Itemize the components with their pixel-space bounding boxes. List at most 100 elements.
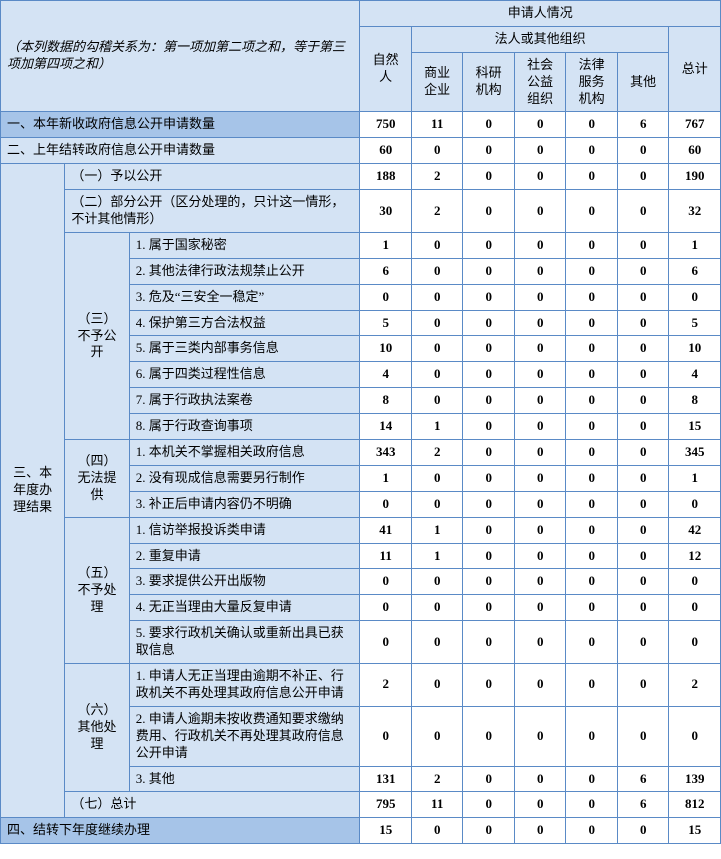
r3c6-v0: 4 [360, 362, 412, 388]
r3c7-v2: 0 [463, 388, 515, 414]
r3c5-v3: 0 [514, 336, 566, 362]
r3b-v3: 0 [514, 190, 566, 233]
r3e4-v6: 0 [669, 595, 721, 621]
r3a-v4: 0 [566, 164, 618, 190]
r4-label: 四、结转下年度继续办理 [1, 818, 360, 844]
r3d1-v3: 0 [514, 440, 566, 466]
r3c5-v1: 0 [411, 336, 463, 362]
r3c3-v0: 0 [360, 284, 412, 310]
hdr-legal-group: 法人或其他组织 [411, 26, 669, 52]
r3e4-v0: 0 [360, 595, 412, 621]
r3c2-v4: 0 [566, 258, 618, 284]
r3c8-v4: 0 [566, 414, 618, 440]
r3c7-v5: 0 [617, 388, 669, 414]
r2-v6: 60 [669, 138, 721, 164]
r3c3-label: 3. 危及“三安全一稳定” [129, 284, 360, 310]
r2-v2: 0 [463, 138, 515, 164]
r3d2-v0: 1 [360, 465, 412, 491]
r3c4-v2: 0 [463, 310, 515, 336]
r3f3-v5: 6 [617, 766, 669, 792]
r3c8-v2: 0 [463, 414, 515, 440]
hdr-total: 总计 [669, 26, 721, 112]
r3a-v1: 2 [411, 164, 463, 190]
r3a-label: （一）予以公开 [65, 164, 360, 190]
row-3d1: （四）无法提供 1. 本机关不掌握相关政府信息 34320000345 [1, 440, 721, 466]
r3c7-v4: 0 [566, 388, 618, 414]
r3e3-v4: 0 [566, 569, 618, 595]
r3d3-label: 3. 补正后申请内容仍不明确 [129, 491, 360, 517]
r3c6-label: 6. 属于四类过程性信息 [129, 362, 360, 388]
r3e2-label: 2. 重复申请 [129, 543, 360, 569]
r3d3-v5: 0 [617, 491, 669, 517]
r3c5-v0: 10 [360, 336, 412, 362]
r3e1-v3: 0 [514, 517, 566, 543]
r3c5-v5: 0 [617, 336, 669, 362]
r2-v0: 60 [360, 138, 412, 164]
r3c7-v6: 8 [669, 388, 721, 414]
row-3f1: （六）其他处理 1. 申请人无正当理由逾期不补正、行政机关不再处理其政府信息公开… [1, 664, 721, 707]
r3e2-v0: 11 [360, 543, 412, 569]
r3e4-label: 4. 无正当理由大量反复申请 [129, 595, 360, 621]
r3e4-v2: 0 [463, 595, 515, 621]
r3f2-v1: 0 [411, 706, 463, 766]
r3d2-v3: 0 [514, 465, 566, 491]
r3g-v5: 6 [617, 792, 669, 818]
r3e4-v5: 0 [617, 595, 669, 621]
r3-group: 三、本年度办理结果 [1, 164, 65, 818]
r3c2-v5: 0 [617, 258, 669, 284]
r3e3-v1: 0 [411, 569, 463, 595]
r3c3-v6: 0 [669, 284, 721, 310]
r3c2-v1: 0 [411, 258, 463, 284]
r3f2-v4: 0 [566, 706, 618, 766]
r4-v1: 0 [411, 818, 463, 844]
r3f1-v6: 2 [669, 664, 721, 707]
r2-v1: 0 [411, 138, 463, 164]
r3d2-v6: 1 [669, 465, 721, 491]
r3c2-v0: 6 [360, 258, 412, 284]
hdr-biz: 商业企业 [411, 52, 463, 112]
r3c6-v2: 0 [463, 362, 515, 388]
r3e1-v2: 0 [463, 517, 515, 543]
r2-v5: 0 [617, 138, 669, 164]
r1-v5: 6 [617, 112, 669, 138]
hdr-research: 科研机构 [463, 52, 515, 112]
r3c3-v2: 0 [463, 284, 515, 310]
r3c4-v4: 0 [566, 310, 618, 336]
r4-v0: 15 [360, 818, 412, 844]
row-2: 二、上年结转政府信息公开申请数量 60 0 0 0 0 0 60 [1, 138, 721, 164]
r3c4-v5: 0 [617, 310, 669, 336]
hdr-other: 其他 [617, 52, 669, 112]
r3f2-v5: 0 [617, 706, 669, 766]
r3g-label: （七）总计 [65, 792, 360, 818]
row-3a: 三、本年度办理结果 （一）予以公开 188 2 0 0 0 0 190 [1, 164, 721, 190]
r3e2-v6: 12 [669, 543, 721, 569]
r3c7-v0: 8 [360, 388, 412, 414]
r3c8-v1: 1 [411, 414, 463, 440]
r1-label: 一、本年新收政府信息公开申请数量 [1, 112, 360, 138]
r3e5-v3: 0 [514, 621, 566, 664]
r3c2-v3: 0 [514, 258, 566, 284]
r3f-group: （六）其他处理 [65, 664, 129, 792]
r3e1-label: 1. 信访举报投诉类申请 [129, 517, 360, 543]
r3e1-v1: 1 [411, 517, 463, 543]
r3e4-v1: 0 [411, 595, 463, 621]
r3f2-v3: 0 [514, 706, 566, 766]
r3c1-v1: 0 [411, 232, 463, 258]
r3f2-v0: 0 [360, 706, 412, 766]
r3c6-v1: 0 [411, 362, 463, 388]
r3f1-v1: 0 [411, 664, 463, 707]
r4-v5: 0 [617, 818, 669, 844]
r3e1-v5: 0 [617, 517, 669, 543]
r3e5-v2: 0 [463, 621, 515, 664]
r3g-v1: 11 [411, 792, 463, 818]
r3a-v3: 0 [514, 164, 566, 190]
r3c6-v6: 4 [669, 362, 721, 388]
row-3e1: （五）不予处理 1. 信访举报投诉类申请 411000042 [1, 517, 721, 543]
r1-v3: 0 [514, 112, 566, 138]
r3c8-v5: 0 [617, 414, 669, 440]
r3d1-v5: 0 [617, 440, 669, 466]
r3e4-v3: 0 [514, 595, 566, 621]
r3d3-v4: 0 [566, 491, 618, 517]
hdr-natural: 自然人 [360, 26, 412, 112]
r3c5-v2: 0 [463, 336, 515, 362]
